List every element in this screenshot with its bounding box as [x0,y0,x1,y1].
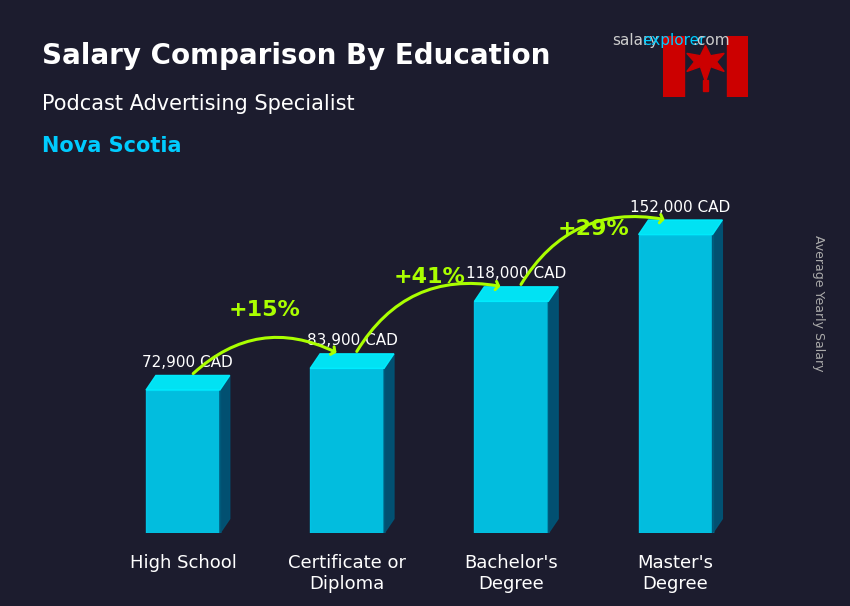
Bar [703,80,708,91]
Polygon shape [220,376,230,533]
Bar [638,235,712,533]
Text: Nova Scotia: Nova Scotia [42,136,182,156]
Text: 118,000 CAD: 118,000 CAD [466,267,566,281]
Text: 72,900 CAD: 72,900 CAD [143,355,233,370]
Polygon shape [384,354,394,533]
Text: Average Yearly Salary: Average Yearly Salary [812,235,824,371]
Text: +41%: +41% [394,267,465,287]
Bar [727,36,748,97]
Polygon shape [687,45,724,82]
Bar [310,368,384,533]
Text: explorer: explorer [642,33,706,48]
Text: 83,900 CAD: 83,900 CAD [307,333,398,348]
Text: .com: .com [693,33,730,48]
Bar [663,36,684,97]
Polygon shape [638,220,722,235]
Polygon shape [146,376,230,390]
Text: +29%: +29% [558,219,629,239]
Text: Salary Comparison By Education: Salary Comparison By Education [42,42,551,70]
Polygon shape [712,220,722,533]
Text: salary: salary [612,33,659,48]
Bar [474,301,548,533]
Text: Podcast Advertising Specialist: Podcast Advertising Specialist [42,94,355,114]
Polygon shape [548,287,558,533]
Text: 152,000 CAD: 152,000 CAD [631,199,731,215]
Bar [146,390,220,533]
Polygon shape [310,354,394,368]
Polygon shape [474,287,558,301]
Text: +15%: +15% [230,300,301,320]
